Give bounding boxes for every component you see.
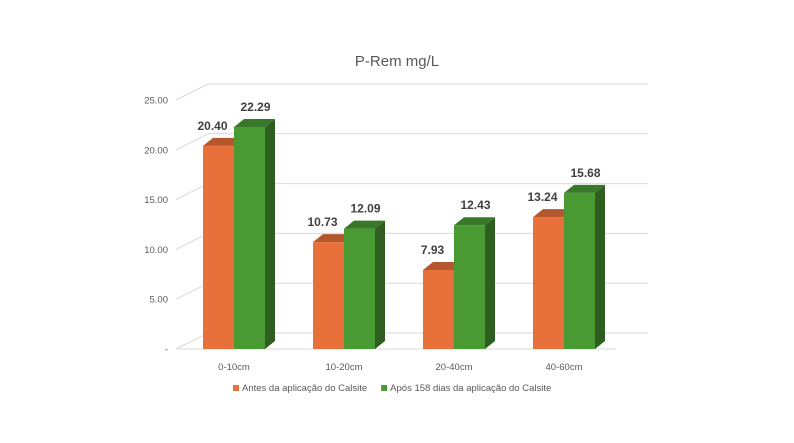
data-label: 20.40: [197, 119, 227, 133]
data-label: 22.29: [240, 100, 270, 114]
bars: [203, 118, 605, 349]
bar: [234, 126, 265, 349]
data-label: 15.68: [570, 166, 600, 180]
bar: [313, 242, 344, 349]
bar: [533, 217, 564, 349]
gridline-depth: [175, 232, 209, 250]
data-label: 7.93: [421, 243, 445, 257]
legend-entry: Antes da aplicação do Calsite: [242, 383, 367, 394]
gridline-depth: [175, 183, 209, 201]
chart-title: P-Rem mg/L: [355, 53, 439, 70]
x-tick-label: 0-10cm: [218, 362, 250, 373]
legend: Antes da aplicação do Calsite Após 158 di…: [233, 383, 551, 394]
data-label: 13.24: [527, 190, 557, 204]
x-tick-label: 10-20cm: [326, 362, 363, 373]
bar-top: [313, 234, 354, 243]
bar-top: [454, 217, 495, 226]
bar-side: [265, 118, 275, 349]
bar-top: [533, 209, 574, 218]
y-tick-label: -: [165, 345, 168, 356]
bar-top: [423, 262, 464, 271]
data-labels: 20.40 22.29 10.73 12.09 7.93 12.43 13.24 15.68: [197, 100, 600, 257]
legend-swatch: [233, 385, 239, 391]
y-tick-label: 5.00: [150, 295, 169, 306]
y-axis: - 5.00 10.00 15.00 20.00 25.00: [144, 96, 168, 356]
bar: [564, 192, 595, 349]
y-tick-label: 20.00: [144, 145, 168, 156]
y-tick-label: 10.00: [144, 245, 168, 256]
bar-side: [595, 184, 605, 349]
bar-top: [344, 220, 385, 229]
x-tick-label: 40-60cm: [546, 362, 583, 373]
x-tick-label: 20-40cm: [436, 362, 473, 373]
legend-entry: Após 158 dias da aplicação do Calsite: [390, 383, 551, 394]
gridline-depth: [175, 332, 209, 350]
bar-side: [485, 217, 495, 349]
data-label: 12.09: [350, 202, 380, 216]
bar-side: [375, 220, 385, 349]
legend-swatch: [381, 385, 388, 391]
bar: [423, 270, 454, 349]
gridline-depth: [175, 83, 209, 101]
bar-top: [203, 137, 244, 146]
data-label: 10.73: [307, 215, 337, 229]
bar: [454, 225, 485, 349]
bar: [203, 145, 234, 349]
bar: [344, 228, 375, 349]
y-tick-label: 25.00: [144, 96, 168, 107]
x-axis: 0-10cm 10-20cm 20-40cm 40-60cm: [218, 362, 582, 373]
gridline-depth: [175, 282, 209, 300]
bar-top: [234, 118, 275, 127]
gridline-depth: [175, 133, 209, 151]
data-label: 12.43: [460, 198, 490, 212]
bar-top: [564, 184, 605, 193]
y-tick-label: 15.00: [144, 195, 168, 206]
